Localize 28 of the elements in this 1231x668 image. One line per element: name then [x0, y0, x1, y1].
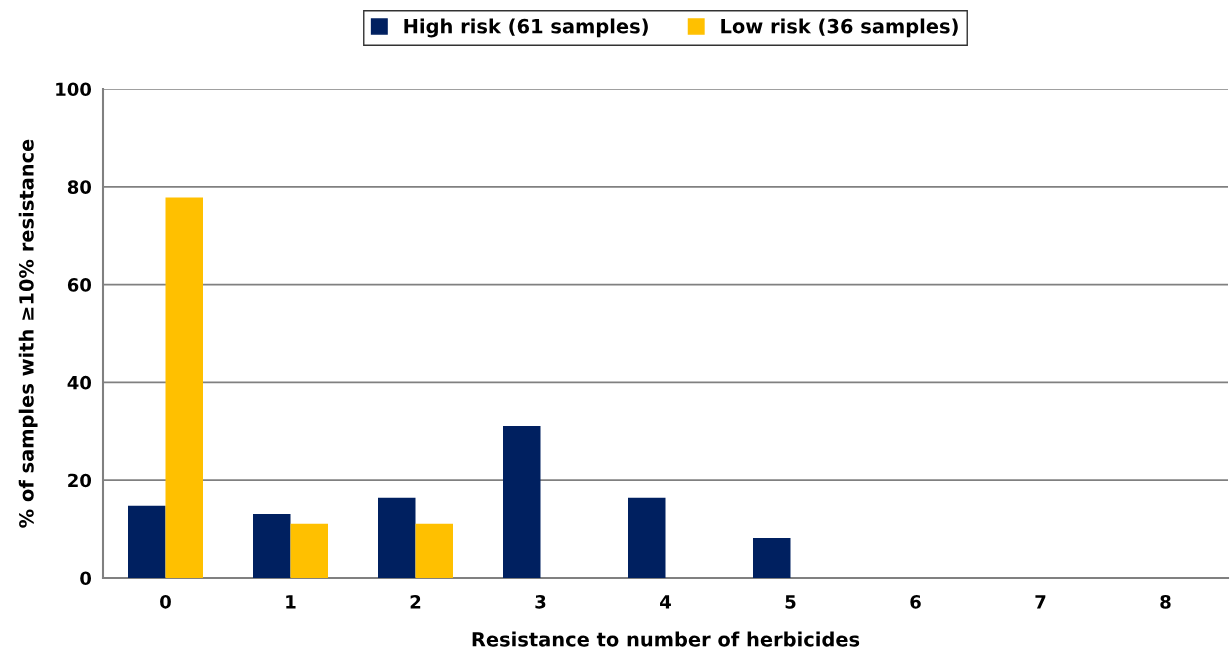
legend-label: Low risk (36 samples): [721, 18, 958, 38]
x-tick-label: 3: [535, 594, 546, 609]
y-tick-label: 0: [80, 571, 92, 586]
bar: [128, 505, 166, 578]
bar: [253, 513, 291, 578]
y-tick-label: 100: [56, 82, 92, 97]
x-tick-label: 5: [785, 595, 796, 609]
y-tick-label: 60: [67, 278, 92, 292]
y-tick-label: 80: [67, 180, 92, 194]
x-tick-label: 4: [660, 595, 671, 609]
bar: [753, 537, 791, 578]
bar: [165, 197, 203, 578]
bar: [503, 425, 541, 578]
x-tick-label: 0: [160, 594, 171, 609]
bar: [290, 523, 328, 578]
x-tick-label: 7: [1035, 595, 1046, 609]
x-axis-title: Resistance to number of herbicides: [472, 631, 860, 647]
x-tick-label: 8: [1160, 594, 1171, 609]
y-tick-label: 40: [67, 375, 92, 390]
x-tick-label: 1: [286, 595, 296, 609]
y-axis-title: % of samples with ≥10% resistance: [18, 139, 38, 528]
x-tick-label: 6: [910, 595, 921, 609]
x-tick-label: 2: [410, 594, 421, 609]
bar: [378, 497, 416, 578]
legend-label: High risk (61 samples): [404, 18, 648, 38]
y-tick-label: 20: [68, 473, 92, 488]
bar: [628, 497, 666, 578]
bar: [415, 523, 453, 578]
